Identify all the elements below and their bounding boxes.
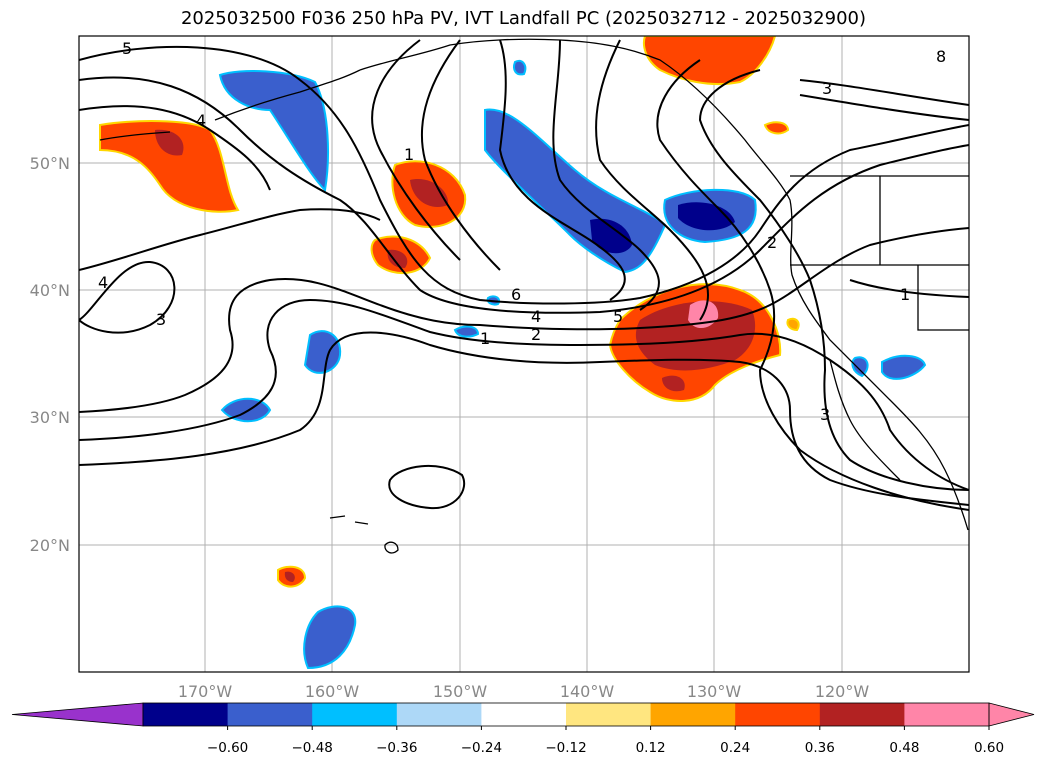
colorbar-tick-label: 0.12 [636,740,666,756]
negative-pv-regions [218,59,927,670]
colorbar-tick-label: −0.12 [545,740,586,756]
latitude-labels: 50°N 40°N 30°N 20°N [30,154,70,555]
colorbar-tick-labels: −0.60 −0.48 −0.36 −0.24 −0.12 0.12 0.24 0.36 0.4… [207,726,1004,756]
contour-label: 4 [98,273,108,292]
contour-label: 1 [900,285,910,304]
colorbar-tick-label: 0.36 [805,740,835,756]
colorbar-segment [396,703,482,726]
colorbar-segment [904,703,990,726]
lon-tick-label: 160°W [305,682,360,701]
longitude-labels: 170°W 160°W 150°W 140°W 130°W 120°W [178,682,870,701]
colorbar-segment [735,703,821,726]
colorbar-extend-high [988,702,1035,727]
colorbar-tick-label: 0.60 [974,740,1004,756]
lon-tick-label: 120°W [815,682,870,701]
colorbar-tick-label: 0.48 [889,740,919,756]
contour-label: 3 [820,405,830,424]
lat-tick-label: 30°N [30,408,70,427]
lat-tick-label: 50°N [30,154,70,173]
contour-label: 2 [531,325,541,344]
contour-label: 3 [822,79,832,98]
colorbar-tick-label: −0.60 [207,740,248,756]
contour-label: 4 [531,307,541,326]
colorbar-segment [143,703,229,726]
colorbar-tick-label: −0.48 [292,740,333,756]
lon-tick-label: 150°W [433,682,488,701]
lon-tick-label: 170°W [178,682,233,701]
contour-label: 6 [511,285,521,304]
contour-label: 2 [767,233,777,252]
contour-labels: 5 4 1 4 3 3 6 4 2 1 5 2 3 3 1 8 [98,39,946,424]
colorbar-segment [650,703,736,726]
lon-tick-label: 130°W [687,682,742,701]
contour-label: 5 [122,39,132,58]
map-title: 2025032500 F036 250 hPa PV, IVT Landfall… [180,8,867,29]
colorbar-tick-label: 0.24 [720,740,750,756]
contour-label: 8 [936,47,946,66]
colorbar-tick-label: −0.24 [461,740,502,756]
contour-label: 3 [156,310,166,329]
lat-tick-label: 20°N [30,536,70,555]
colorbar-segment [227,703,313,726]
lat-tick-label: 40°N [30,281,70,300]
coastlines [99,38,969,554]
map-frame [78,35,970,673]
colorbar-segment [312,703,398,726]
colorbar-segment [481,703,567,726]
colorbar-segment [566,703,652,726]
contour-label: 5 [613,307,623,326]
contour-label: 1 [480,329,490,348]
colorbar [11,702,1035,727]
contour-label: 4 [196,111,206,130]
colorbar-segment [819,703,905,726]
colorbar-tick-label: −0.36 [376,740,417,756]
lon-tick-label: 140°W [560,682,615,701]
pc-contours [79,39,969,511]
colorbar-extend-low [11,702,144,727]
contour-label: 1 [404,145,414,164]
